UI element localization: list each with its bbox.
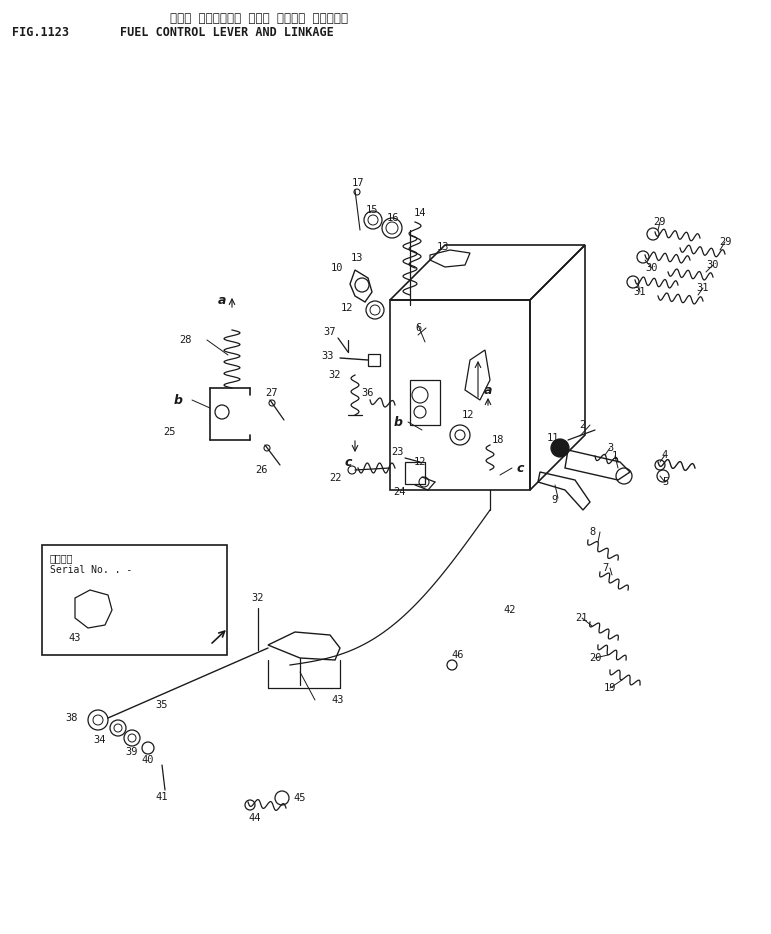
Text: 29: 29	[719, 237, 731, 247]
Text: 42: 42	[503, 605, 517, 615]
Text: 6: 6	[415, 323, 421, 333]
Text: フェル コントロール レバー オヨビー リンケージ: フェル コントロール レバー オヨビー リンケージ	[170, 11, 348, 24]
Text: 32: 32	[328, 370, 342, 380]
Circle shape	[551, 439, 569, 457]
Text: FIG.1123: FIG.1123	[12, 25, 69, 38]
Text: 31: 31	[634, 287, 646, 297]
Text: 34: 34	[94, 735, 106, 745]
Text: 9: 9	[552, 495, 558, 505]
Text: 適用号機: 適用号機	[50, 553, 73, 563]
Text: 26: 26	[256, 465, 268, 475]
Text: 35: 35	[156, 700, 168, 710]
Text: Serial No. . -: Serial No. . -	[50, 565, 133, 575]
Text: 13: 13	[351, 253, 363, 263]
Text: 12: 12	[414, 457, 426, 467]
Text: 1: 1	[612, 451, 618, 461]
Text: a: a	[484, 384, 492, 397]
Text: 20: 20	[589, 653, 601, 663]
Text: 23: 23	[392, 447, 404, 457]
Text: 13: 13	[436, 242, 449, 252]
Text: 22: 22	[328, 473, 342, 483]
Text: 44: 44	[249, 813, 261, 823]
Text: 11: 11	[547, 433, 559, 443]
Bar	[42, 545, 227, 655]
Text: c: c	[517, 461, 524, 474]
Text: 4: 4	[662, 450, 668, 460]
Text: 14: 14	[414, 208, 426, 218]
Text: 8: 8	[590, 527, 596, 537]
Text: 15: 15	[365, 205, 379, 215]
Text: b: b	[173, 393, 183, 406]
Text: 10: 10	[331, 263, 343, 273]
Text: 28: 28	[179, 335, 191, 345]
Text: 30: 30	[707, 260, 719, 270]
Text: 31: 31	[697, 283, 709, 293]
Text: c: c	[345, 456, 352, 469]
Text: 21: 21	[576, 613, 588, 623]
Text: 45: 45	[294, 793, 306, 803]
Text: 43: 43	[332, 695, 344, 705]
Text: 17: 17	[352, 178, 364, 188]
Text: 12: 12	[462, 410, 474, 420]
Text: 3: 3	[607, 443, 613, 453]
Text: 40: 40	[142, 755, 154, 765]
Text: 16: 16	[387, 213, 399, 223]
Bar	[390, 300, 530, 490]
Text: 43: 43	[69, 633, 81, 643]
Bar	[410, 380, 440, 425]
Text: 41: 41	[156, 792, 168, 802]
Text: 24: 24	[394, 487, 406, 497]
Text: 19: 19	[604, 683, 616, 693]
Text: 37: 37	[324, 327, 336, 337]
Text: 18: 18	[492, 435, 504, 445]
Text: 30: 30	[646, 263, 658, 273]
Text: 5: 5	[662, 477, 668, 487]
Bar	[368, 354, 380, 366]
Text: b: b	[393, 416, 402, 429]
Text: a: a	[218, 293, 226, 306]
Text: 27: 27	[266, 388, 278, 398]
Text: 39: 39	[126, 747, 138, 757]
Text: 33: 33	[322, 351, 335, 361]
Text: 12: 12	[341, 303, 353, 313]
Text: 25: 25	[163, 427, 177, 437]
Text: 46: 46	[452, 650, 464, 660]
Text: 32: 32	[252, 593, 264, 603]
Text: FUEL CONTROL LEVER AND LINKAGE: FUEL CONTROL LEVER AND LINKAGE	[120, 25, 334, 38]
Text: 36: 36	[362, 388, 374, 398]
Text: 29: 29	[654, 217, 666, 227]
Text: 2: 2	[579, 420, 585, 430]
Text: 7: 7	[602, 563, 608, 573]
Text: 38: 38	[66, 713, 78, 723]
Bar	[405, 462, 425, 484]
